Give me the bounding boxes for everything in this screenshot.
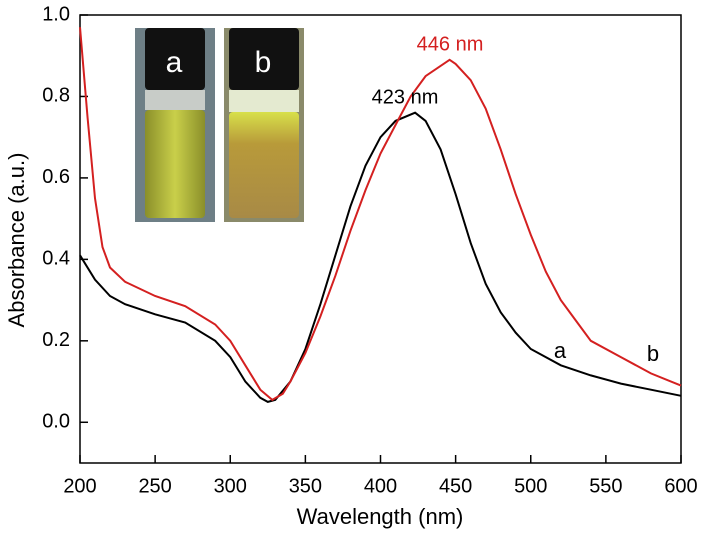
- x-tick-label: 400: [364, 475, 397, 497]
- x-tick-label: 350: [289, 475, 322, 497]
- x-tick-label: 300: [214, 475, 247, 497]
- x-tick-label: 600: [664, 475, 697, 497]
- x-tick-label: 550: [589, 475, 622, 497]
- y-tick-label: 0.8: [42, 85, 70, 107]
- inset-label: a: [166, 46, 183, 79]
- annotation: 446 nm: [417, 33, 484, 55]
- inset-photo: a b: [135, 28, 304, 222]
- y-tick-label: 0.2: [42, 329, 70, 351]
- annotation: 423 nm: [372, 86, 439, 108]
- y-tick-label: 0.4: [42, 248, 70, 270]
- y-tick-label: 1.0: [42, 3, 70, 25]
- x-axis-title: Wavelength (nm): [297, 504, 464, 529]
- y-tick-label: 0.6: [42, 166, 70, 188]
- x-tick-label: 200: [63, 475, 96, 497]
- inset-label: b: [255, 46, 272, 79]
- series-label: b: [647, 341, 659, 366]
- y-tick-label: 0.0: [42, 411, 70, 433]
- series-label: a: [554, 338, 567, 363]
- x-tick-label: 450: [439, 475, 472, 497]
- x-tick-label: 500: [514, 475, 547, 497]
- series-line: [79, 111, 682, 403]
- x-tick-label: 250: [138, 475, 171, 497]
- series-line: [79, 27, 682, 402]
- y-axis-title: Absorbance (a.u.): [4, 153, 29, 328]
